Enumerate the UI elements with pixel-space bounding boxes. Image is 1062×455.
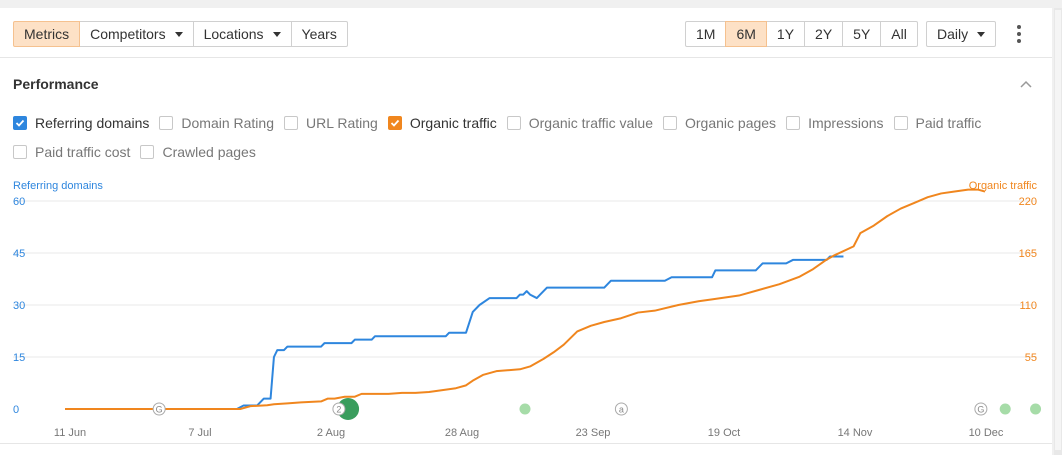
x-tick-label: 19 Oct	[708, 427, 740, 439]
performance-panel: Metrics Competitors Locations Years 1M 6M 1Y 2…	[0, 8, 1052, 455]
checkbox-box	[893, 116, 908, 130]
tab-competitors[interactable]: Competitors	[79, 21, 194, 47]
divider	[0, 443, 1052, 444]
checkbox-organic-traffic-value[interactable]: Organic traffic value	[506, 115, 653, 131]
range-5y[interactable]: 5Y	[842, 21, 882, 47]
checkbox-label: Crawled pages	[162, 144, 256, 160]
caret-down-icon	[272, 31, 281, 37]
x-tick-label: 23 Sep	[576, 427, 611, 439]
tab-label: Locations	[203, 26, 264, 42]
annotation-label: G	[977, 405, 984, 415]
tab-locations[interactable]: Locations	[192, 21, 292, 47]
metric-checkbox-row-2: Paid traffic cost Crawled pages	[13, 144, 266, 160]
left-tick-label: 45	[13, 248, 25, 260]
annotation-label: a	[619, 405, 624, 415]
checkbox-label: Referring domains	[35, 115, 150, 131]
annotation-label: G	[156, 405, 163, 415]
checkbox-box	[284, 116, 298, 130]
range-1y[interactable]: 1Y	[765, 21, 806, 47]
checkbox-domain-rating[interactable]: Domain Rating	[159, 115, 274, 131]
x-tick-label: 14 Nov	[838, 427, 873, 439]
left-tick-label: 60	[13, 196, 25, 208]
checkbox-label: Organic pages	[685, 115, 777, 131]
chevron-up-icon[interactable]	[1020, 78, 1032, 90]
checkbox-label: Organic traffic	[409, 115, 497, 131]
checkbox-box	[140, 145, 155, 159]
annotation-marker[interactable]	[974, 402, 988, 416]
toolbar: Metrics Competitors Locations Years 1M 6M 1Y 2…	[0, 8, 1052, 58]
caret-down-icon	[977, 31, 986, 37]
interval-label: Daily	[937, 26, 969, 42]
annotation-marker[interactable]	[152, 402, 166, 416]
series-line-organic-traffic[interactable]	[65, 188, 986, 410]
left-tick-label: 0	[13, 404, 19, 416]
event-dot[interactable]	[1030, 403, 1042, 415]
metric-checkbox-row-1: Referring domains Domain Rating URL Rating…	[13, 115, 991, 131]
checkbox-crawled-pages[interactable]: Crawled pages	[140, 144, 256, 160]
caret-down-icon	[174, 31, 183, 37]
x-tick-label: 10 Dec	[969, 427, 1004, 439]
tab-metrics[interactable]: Metrics	[13, 21, 81, 47]
kebab-menu-icon[interactable]	[1013, 23, 1025, 45]
checkbox-organic-pages[interactable]: Organic pages	[663, 115, 776, 131]
checkbox-paid-traffic-cost[interactable]: Paid traffic cost	[13, 144, 130, 160]
checkbox-organic-traffic[interactable]: Organic traffic	[387, 115, 497, 131]
range-all[interactable]: All	[880, 21, 918, 47]
checkbox-label: Organic traffic value	[528, 115, 653, 131]
tab-label: Metrics	[24, 26, 70, 42]
range-tab-group: 1M 6M 1Y 2Y 5Y All	[685, 21, 918, 47]
x-tick-label: 7 Jul	[188, 427, 211, 439]
checkbox-label: URL Rating	[306, 115, 378, 131]
x-tick-label: 28 Aug	[445, 427, 479, 439]
right-tick-label: 165	[1019, 248, 1037, 260]
checkbox-label: Domain Rating	[181, 115, 274, 131]
checkbox-paid-traffic[interactable]: Paid traffic	[893, 115, 982, 131]
checkbox-box	[663, 116, 677, 130]
view-tab-group: Metrics Competitors Locations Years	[13, 21, 348, 47]
annotation-label: 2	[336, 405, 341, 415]
event-dot[interactable]	[999, 403, 1011, 415]
checkbox-label: Paid traffic cost	[35, 144, 131, 160]
annotation-marker[interactable]	[332, 402, 346, 416]
scrollbar[interactable]	[1054, 8, 1062, 455]
right-tick-label: 110	[1019, 300, 1037, 312]
annotation-marker[interactable]	[614, 402, 628, 416]
checkbox-box	[13, 145, 27, 159]
checkmark-icon	[13, 116, 27, 130]
checkbox-label: Paid traffic	[915, 115, 982, 131]
checkbox-box	[159, 116, 174, 130]
tab-label: Competitors	[90, 26, 166, 42]
checkbox-label: Impressions	[808, 115, 884, 131]
tab-label: Years	[301, 26, 337, 42]
left-tick-label: 15	[13, 352, 25, 364]
tab-years[interactable]: Years	[290, 21, 348, 47]
checkbox-impressions[interactable]: Impressions	[786, 115, 884, 131]
checkbox-referring-domains[interactable]: Referring domains	[13, 115, 149, 131]
scrollbar-thumb[interactable]	[1055, 10, 1061, 450]
left-tick-label: 30	[13, 300, 25, 312]
event-dot[interactable]	[519, 403, 531, 415]
left-axis-title: Referring domains	[13, 180, 103, 192]
checkbox-box	[786, 116, 801, 130]
range-1m[interactable]: 1M	[685, 21, 727, 47]
right-tick-label: 55	[1025, 352, 1037, 364]
event-dot[interactable]	[337, 398, 360, 420]
checkbox-box	[506, 116, 521, 130]
range-2y[interactable]: 2Y	[804, 21, 844, 47]
right-tick-label: 220	[1019, 196, 1037, 208]
checkbox-url-rating[interactable]: URL Rating	[284, 115, 378, 131]
right-axis-title: Organic traffic	[968, 180, 1037, 192]
x-tick-label: 2 Aug	[317, 427, 345, 439]
checkmark-icon	[387, 116, 402, 130]
series-line-referring-domains[interactable]	[65, 255, 844, 410]
x-tick-label: 11 Jun	[54, 427, 86, 439]
interval-dropdown[interactable]: Daily	[926, 21, 997, 47]
range-6m[interactable]: 6M	[725, 21, 767, 47]
section-title: Performance	[13, 76, 99, 92]
